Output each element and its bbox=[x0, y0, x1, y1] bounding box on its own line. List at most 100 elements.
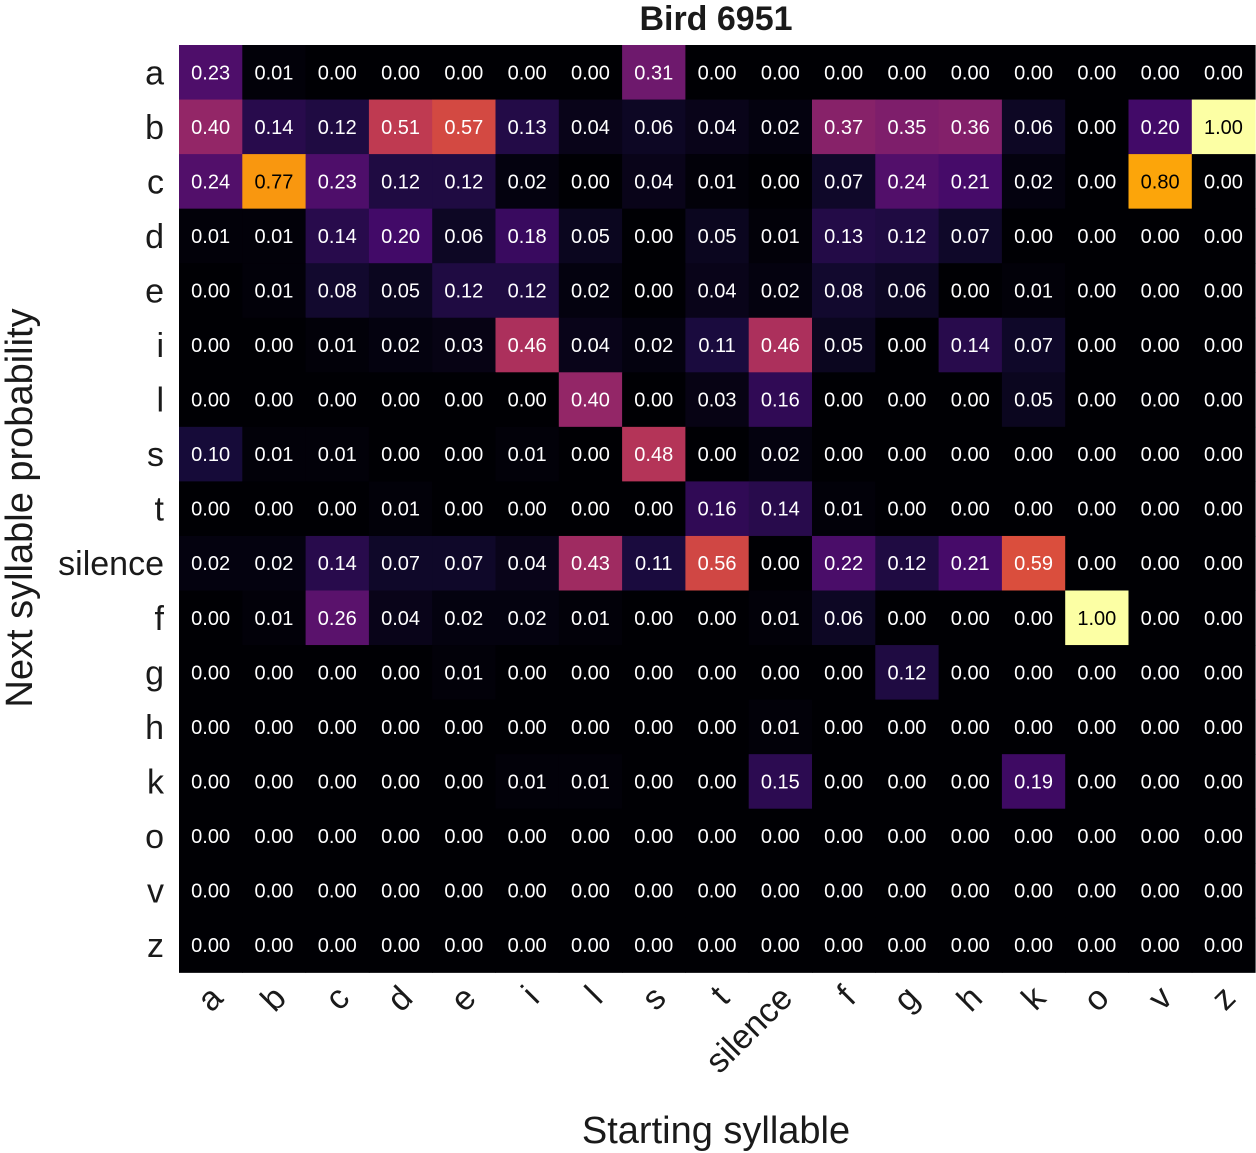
cell-value-label: 0.00 bbox=[1141, 553, 1180, 575]
heatmap-cell bbox=[1128, 917, 1193, 973]
heatmap-cell bbox=[1001, 45, 1066, 101]
cell-value-label: 0.00 bbox=[824, 62, 863, 84]
heatmap-cell bbox=[242, 263, 307, 319]
cell-value-label: 1.00 bbox=[1204, 117, 1243, 139]
heatmap-cell bbox=[748, 481, 813, 537]
cell-value-label: 0.00 bbox=[318, 881, 357, 903]
heatmap-cell bbox=[1128, 808, 1193, 864]
cell-value-label: 0.06 bbox=[887, 280, 926, 302]
heatmap-cell bbox=[1065, 154, 1129, 210]
chart-title: Bird 6951 bbox=[639, 0, 792, 38]
heatmap-cell bbox=[495, 590, 560, 646]
cell-value-label: 0.00 bbox=[887, 499, 926, 521]
heatmap-cell bbox=[748, 535, 813, 591]
cell-value-label: 0.00 bbox=[698, 771, 737, 793]
heatmap-cell bbox=[495, 154, 560, 210]
cell-value-label: 0.02 bbox=[381, 335, 420, 357]
heatmap-cell bbox=[1065, 372, 1129, 428]
y-tick-label: b bbox=[145, 109, 164, 147]
cell-value-label: 0.00 bbox=[254, 717, 293, 739]
cell-value-label: 0.14 bbox=[254, 117, 293, 139]
cell-value-label: 0.00 bbox=[571, 444, 610, 466]
y-tick-label: t bbox=[155, 491, 165, 529]
heatmap-cell bbox=[1001, 754, 1066, 810]
heatmap-cell bbox=[1065, 99, 1129, 155]
cell-value-label: 0.00 bbox=[634, 499, 673, 521]
cell-value-label: 0.01 bbox=[254, 280, 293, 302]
heatmap-cell bbox=[179, 99, 243, 155]
cell-value-label: 0.01 bbox=[254, 62, 293, 84]
cell-value-label: 0.02 bbox=[1014, 171, 1053, 193]
heatmap-cell bbox=[495, 481, 560, 537]
cell-value-label: 0.00 bbox=[951, 881, 990, 903]
heatmap-cell bbox=[748, 699, 813, 755]
heatmap-cell bbox=[305, 263, 370, 319]
heatmap-cell bbox=[938, 590, 1003, 646]
heatmap-cell bbox=[495, 372, 560, 428]
cell-value-label: 0.01 bbox=[191, 226, 230, 248]
cell-value-label: 0.21 bbox=[951, 171, 990, 193]
cell-value-label: 0.31 bbox=[634, 62, 673, 84]
cell-value-label: 0.01 bbox=[761, 226, 800, 248]
cell-value-label: 0.00 bbox=[1077, 444, 1116, 466]
cell-value-label: 0.00 bbox=[508, 390, 547, 412]
cell-value-label: 0.16 bbox=[761, 390, 800, 412]
cell-value-label: 0.00 bbox=[1204, 662, 1243, 684]
heatmap-cell bbox=[622, 317, 686, 373]
heatmap-cell bbox=[305, 45, 370, 101]
heatmap-cell bbox=[179, 917, 243, 973]
heatmap-cell bbox=[812, 372, 876, 428]
heatmap-cell bbox=[812, 590, 876, 646]
cell-value-label: 0.12 bbox=[318, 117, 357, 139]
heatmap-cell bbox=[495, 754, 560, 810]
heatmap-cell bbox=[432, 808, 496, 864]
heatmap-cell bbox=[558, 99, 623, 155]
cell-value-label: 0.00 bbox=[1141, 717, 1180, 739]
heatmap-cell bbox=[938, 481, 1003, 537]
cell-value-label: 0.13 bbox=[824, 226, 863, 248]
heatmap-cell bbox=[685, 263, 750, 319]
y-tick-label: s bbox=[147, 436, 164, 474]
cell-value-label: 0.00 bbox=[1204, 390, 1243, 412]
cell-value-label: 0.00 bbox=[444, 881, 483, 903]
cell-value-label: 0.00 bbox=[254, 335, 293, 357]
cell-value-label: 0.00 bbox=[318, 390, 357, 412]
heatmap-cell bbox=[1191, 263, 1256, 319]
heatmap-cell bbox=[1128, 645, 1193, 701]
heatmap-cell bbox=[938, 917, 1003, 973]
cell-value-label: 0.00 bbox=[191, 771, 230, 793]
heatmap-cell bbox=[685, 917, 750, 973]
cell-value-label: 0.23 bbox=[191, 62, 230, 84]
heatmap-cell bbox=[875, 863, 940, 919]
x-tick-label: k bbox=[1014, 978, 1054, 1018]
cell-value-label: 0.23 bbox=[318, 171, 357, 193]
cell-value-label: 0.00 bbox=[1077, 826, 1116, 848]
cell-value-label: 0.00 bbox=[381, 444, 420, 466]
heatmap-cell bbox=[685, 808, 750, 864]
heatmap-cell bbox=[1128, 699, 1193, 755]
cell-value-label: 0.00 bbox=[191, 717, 230, 739]
cell-value-label: 0.00 bbox=[444, 826, 483, 848]
heatmap-cell bbox=[748, 154, 813, 210]
cell-value-label: 0.00 bbox=[571, 826, 610, 848]
cell-value-label: 0.19 bbox=[1014, 771, 1053, 793]
cell-value-label: 0.00 bbox=[1204, 280, 1243, 302]
cell-value-label: 0.00 bbox=[634, 881, 673, 903]
heatmap-cell bbox=[558, 317, 623, 373]
heatmap-cell bbox=[812, 426, 876, 482]
cell-value-label: 0.00 bbox=[761, 553, 800, 575]
heatmap-cell bbox=[305, 208, 370, 264]
heatmap-cell bbox=[938, 699, 1003, 755]
y-tick-label: o bbox=[145, 818, 164, 856]
heatmap-cell bbox=[495, 263, 560, 319]
cell-value-label: 0.00 bbox=[254, 826, 293, 848]
cell-value-label: 0.00 bbox=[1141, 935, 1180, 957]
cell-value-label: 0.00 bbox=[508, 826, 547, 848]
heatmap-cell bbox=[242, 699, 307, 755]
cell-value-label: 0.00 bbox=[1077, 171, 1116, 193]
cell-value-label: 0.00 bbox=[951, 280, 990, 302]
cell-value-label: 0.02 bbox=[761, 280, 800, 302]
heatmap-cell bbox=[1065, 317, 1129, 373]
heatmap-cell bbox=[179, 863, 243, 919]
heatmap-cell bbox=[685, 317, 750, 373]
